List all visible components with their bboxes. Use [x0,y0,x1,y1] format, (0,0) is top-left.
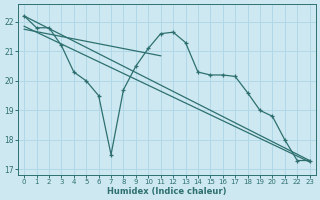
X-axis label: Humidex (Indice chaleur): Humidex (Indice chaleur) [107,187,227,196]
